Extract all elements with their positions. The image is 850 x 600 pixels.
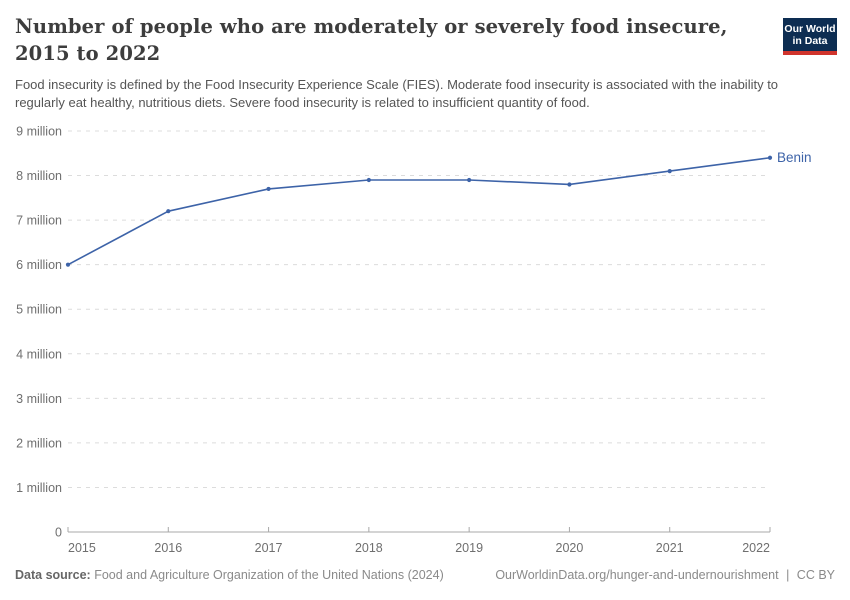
- data-point[interactable]: [567, 182, 572, 187]
- footer-source-label: Data source:: [15, 568, 91, 582]
- data-line[interactable]: [67, 156, 771, 266]
- y-tick-label: 6 million: [16, 258, 62, 272]
- x-tick-label: 2019: [455, 541, 483, 555]
- y-tick-label: 5 million: [16, 303, 62, 317]
- page-title: Number of people who are moderately or s…: [15, 14, 728, 68]
- footer-source-text: Food and Agriculture Organization of the…: [94, 568, 444, 582]
- owid-logo[interactable]: Our World in Data: [783, 18, 837, 55]
- footer-citation: OurWorldinData.org/hunger-and-undernouri…: [495, 568, 835, 582]
- y-tick-label: 8 million: [16, 169, 62, 183]
- y-tick-label: 7 million: [16, 214, 62, 228]
- y-tick-label: 3 million: [16, 392, 62, 406]
- footer-license: CC BY: [796, 568, 835, 582]
- y-tick-label: 9 million: [16, 125, 62, 139]
- x-tick-label: 2016: [154, 541, 182, 555]
- page-subtitle: Food insecurity is defined by the Food I…: [15, 77, 779, 111]
- x-tick-label: 2021: [656, 541, 684, 555]
- y-tick-label: 1 million: [16, 481, 62, 495]
- data-point[interactable]: [366, 177, 371, 183]
- data-point[interactable]: [266, 186, 271, 192]
- x-tick-label: 2015: [68, 541, 96, 555]
- owid-logo-line1: Our World: [784, 22, 836, 35]
- y-tick-label: 4 million: [16, 347, 62, 361]
- chart-footer: Data source: Food and Agriculture Organi…: [15, 568, 835, 582]
- data-point[interactable]: [467, 177, 472, 183]
- x-tick-label: 2020: [556, 541, 584, 555]
- footer-source: Data source: Food and Agriculture Organi…: [15, 568, 444, 582]
- footer-link[interactable]: OurWorldinData.org/hunger-and-undernouri…: [495, 568, 779, 582]
- x-tick-label: 2017: [255, 541, 283, 555]
- y-tick-label: 2 million: [16, 436, 62, 450]
- footer-separator: |: [786, 568, 790, 582]
- page-title-line1: Number of people who are moderately or s…: [15, 15, 728, 38]
- data-point[interactable]: [166, 209, 171, 214]
- series-label[interactable]: Benin: [777, 150, 812, 165]
- data-point[interactable]: [65, 262, 71, 267]
- x-tick-label: 2022: [742, 541, 770, 555]
- x-tick-label: 2018: [355, 541, 383, 555]
- page-title-line2: 2015 to 2022: [15, 41, 161, 65]
- data-point[interactable]: [767, 155, 773, 160]
- owid-logo-line2: in Data: [792, 34, 828, 47]
- y-tick-label: 0: [55, 526, 62, 540]
- data-point[interactable]: [667, 169, 672, 174]
